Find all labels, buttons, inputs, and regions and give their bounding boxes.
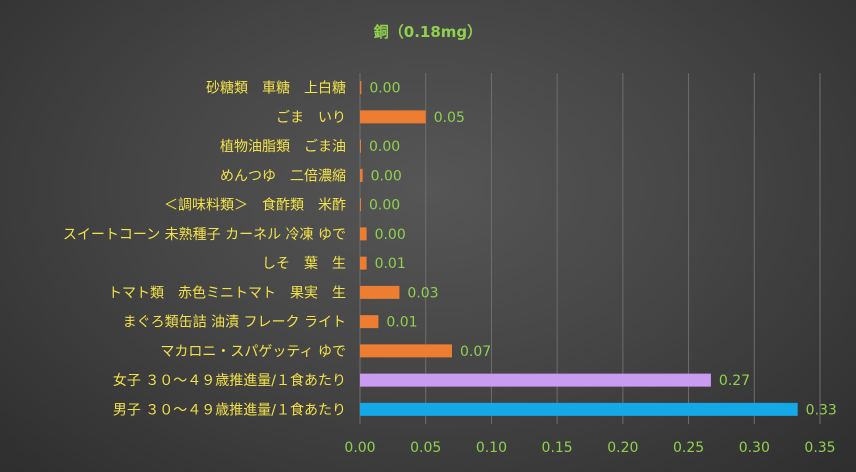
category-label-9: マカロニ・スパゲッティ ゆで bbox=[160, 344, 346, 360]
category-label-4: ＜調味料類＞ 食酢類 米酢 bbox=[164, 197, 346, 214]
bar-6 bbox=[360, 256, 367, 270]
bar-11 bbox=[360, 402, 798, 416]
x-tick-label-7: 0.35 bbox=[804, 440, 835, 456]
bar-8 bbox=[360, 315, 379, 329]
x-tick-label-2: 0.10 bbox=[476, 440, 507, 456]
x-tick-label-6: 0.30 bbox=[739, 440, 770, 456]
value-label-1: 0.05 bbox=[434, 110, 465, 126]
value-label-9: 0.07 bbox=[460, 344, 491, 360]
bar-1 bbox=[360, 110, 426, 124]
value-label-11: 0.33 bbox=[806, 402, 837, 418]
x-tick-label-0: 0.00 bbox=[344, 440, 375, 456]
bar-3 bbox=[360, 168, 363, 182]
category-label-5: スイートコーン 未熟種子 カーネル 冷凍 ゆで bbox=[63, 227, 346, 243]
bar-7 bbox=[360, 285, 400, 299]
x-tick-label-5: 0.25 bbox=[673, 440, 704, 456]
value-label-2: 0.00 bbox=[369, 139, 400, 155]
bar-9 bbox=[360, 344, 452, 358]
value-label-7: 0.03 bbox=[407, 285, 438, 301]
value-label-10: 0.27 bbox=[719, 373, 750, 389]
value-label-5: 0.00 bbox=[375, 227, 406, 243]
bars bbox=[360, 81, 798, 416]
x-tick-label-3: 0.15 bbox=[542, 440, 573, 456]
value-label-0: 0.00 bbox=[369, 81, 400, 97]
bar-0 bbox=[360, 81, 362, 95]
bar-10 bbox=[360, 373, 711, 387]
bar-5 bbox=[360, 227, 367, 241]
category-label-0: 砂糖類 車糖 上白糖 bbox=[206, 80, 346, 97]
value-labels: 0.000.050.000.000.000.000.010.030.010.07… bbox=[369, 81, 837, 419]
category-label-6: しそ 葉 生 bbox=[262, 256, 346, 272]
chart-title: 銅（0.18mg） bbox=[374, 23, 482, 41]
x-axis-tick-labels: 0.00 0.05 0.10 0.15 0.20 0.25 0.30 0.35 bbox=[344, 440, 835, 456]
category-label-10: 女子 ３０～４９歳推進量/１食あたり bbox=[113, 372, 346, 389]
value-label-4: 0.00 bbox=[369, 198, 400, 214]
category-label-2: 植物油脂類 ごま油 bbox=[220, 139, 346, 155]
value-label-6: 0.01 bbox=[375, 256, 406, 272]
value-label-8: 0.01 bbox=[386, 315, 417, 331]
category-label-7: トマト類 赤色ミニトマト 果実 生 bbox=[108, 284, 346, 301]
category-label-1: ごま いり bbox=[276, 110, 346, 126]
x-tick-label-4: 0.20 bbox=[607, 440, 638, 456]
category-label-3: めんつゆ 二倍濃縮 bbox=[220, 168, 346, 184]
category-label-8: まぐろ類缶詰 油漬 フレーク ライト bbox=[123, 315, 346, 331]
bar-4 bbox=[360, 198, 361, 212]
value-label-3: 0.00 bbox=[371, 168, 402, 184]
bar-2 bbox=[360, 139, 361, 153]
grid-lines bbox=[359, 73, 821, 424]
x-tick-label-1: 0.05 bbox=[410, 440, 441, 456]
category-label-11: 男子 ３０～４９歳推進量/１食あたり bbox=[113, 401, 346, 418]
